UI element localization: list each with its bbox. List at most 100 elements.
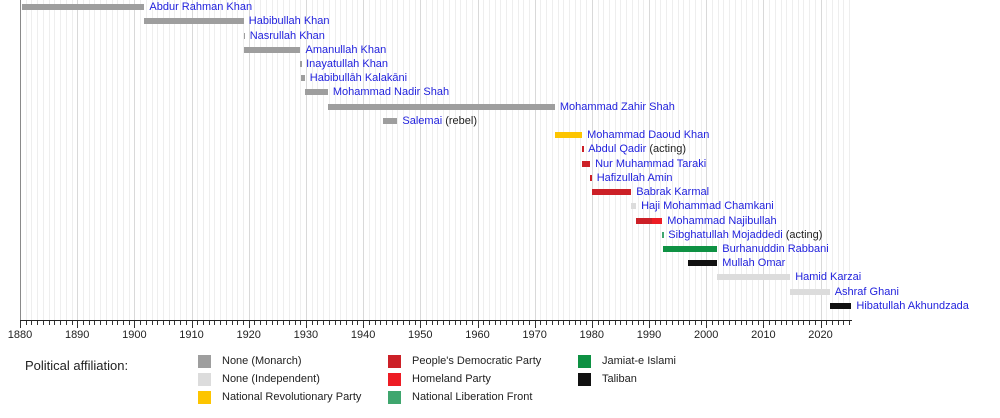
ruler-name[interactable]: Nur Muhammad Taraki xyxy=(595,157,707,170)
ruler-name[interactable]: Abdul Qadir xyxy=(588,143,647,156)
gridline-1971 xyxy=(540,0,542,320)
legend-label-national_liberation: National Liberation Front xyxy=(412,391,533,403)
ruler-label[interactable]: Habibullāh Kalakāni xyxy=(310,71,407,85)
x-axis-tick-1985 xyxy=(620,321,622,325)
x-axis-tick-1908 xyxy=(180,321,182,325)
gridline-1978 xyxy=(580,0,582,320)
ruler-label[interactable]: Mullah Omar xyxy=(722,256,785,270)
gridline-1904 xyxy=(157,0,159,320)
ruler-name[interactable]: Habibullah Khan xyxy=(248,15,330,28)
ruler-label[interactable]: Burhanuddin Rabbani xyxy=(722,242,828,256)
x-axis-tick-1924 xyxy=(271,321,273,325)
ruler-name[interactable]: Sibghatullah Mojaddedi xyxy=(668,228,783,241)
x-axis-tick-1971 xyxy=(540,321,542,325)
timeline-bar xyxy=(304,89,328,96)
x-axis-tick-1895 xyxy=(105,321,107,325)
legend-swatch-national_liberation xyxy=(388,390,401,404)
ruler-label[interactable]: Nur Muhammad Taraki xyxy=(595,157,706,171)
ruler-name[interactable]: Mullah Omar xyxy=(722,257,786,270)
ruler-name[interactable]: Amanullah Khan xyxy=(305,43,387,56)
ruler-name[interactable]: Abdur Rahman Khan xyxy=(149,1,253,13)
x-axis-tick-1891 xyxy=(82,321,84,325)
ruler-label[interactable]: Sibghatullah Mojaddedi (acting) xyxy=(668,228,822,242)
ruler-label[interactable]: Ashraf Ghani xyxy=(835,285,899,299)
x-axis-tick-2004 xyxy=(729,321,731,325)
gridline-1988 xyxy=(637,0,639,320)
x-axis-label-1980: 1980 xyxy=(579,329,605,341)
legend-item-homeland: Homeland Party xyxy=(388,372,491,386)
legend-label-homeland: Homeland Party xyxy=(412,373,491,385)
timeline-bar xyxy=(636,217,652,224)
gridline-1970 xyxy=(534,0,536,320)
ruler-name[interactable]: Habibullāh Kalakāni xyxy=(309,72,408,85)
ruler-name[interactable]: Babrak Karmal xyxy=(636,186,710,198)
ruler-label[interactable]: Haji Mohammad Chamkani xyxy=(641,199,774,213)
ruler-name[interactable]: Haji Mohammad Chamkani xyxy=(641,200,774,213)
ruler-name[interactable]: Hibatullah Akhundzada xyxy=(856,299,969,312)
gridline-1925 xyxy=(277,0,279,320)
x-axis-tick-1961 xyxy=(483,321,485,325)
ruler-label[interactable]: Mohammad Zahir Shah xyxy=(560,100,675,114)
x-axis-tick-1888 xyxy=(65,321,67,325)
x-axis-tick-1893 xyxy=(94,321,96,325)
x-axis-tick-2022 xyxy=(832,321,833,325)
ruler-label[interactable]: Babrak Karmal xyxy=(636,185,709,199)
ruler-name[interactable]: Hafizullah Amin xyxy=(596,171,673,184)
gridline-1995 xyxy=(677,0,679,320)
ruler-name[interactable]: Mohammad Daoud Khan xyxy=(587,129,710,142)
x-axis-tick-1947 xyxy=(403,321,405,325)
x-axis-tick-1900 xyxy=(134,321,136,328)
legend-swatch-taliban xyxy=(578,372,591,386)
x-axis-tick-1986 xyxy=(626,321,628,325)
ruler-label[interactable]: Abdul Qadir (acting) xyxy=(588,142,686,156)
ruler-name[interactable]: Hamid Karzai xyxy=(795,271,862,284)
x-axis-tick-2018 xyxy=(809,321,811,325)
ruler-label[interactable]: Hafizullah Amin xyxy=(597,171,673,185)
x-axis-tick-1973 xyxy=(551,321,553,325)
ruler-name[interactable]: Mohammad Zahir Shah xyxy=(559,100,675,113)
timeline-bar xyxy=(790,288,830,295)
gridline-1930 xyxy=(305,0,307,320)
ruler-name[interactable]: Inayatullah Khan xyxy=(306,57,389,70)
ruler-name[interactable]: Mohammad Nadir Shah xyxy=(332,86,450,99)
timeline-bar xyxy=(582,146,584,153)
legend-label-peoples_democratic: People's Democratic Party xyxy=(412,355,542,367)
ruler-label[interactable]: Abdur Rahman Khan xyxy=(149,0,252,14)
gridline-1990 xyxy=(649,0,650,320)
legend-label-taliban: Taliban xyxy=(602,373,637,385)
ruler-name[interactable]: Burhanuddin Rabbani xyxy=(722,242,829,255)
ruler-name[interactable]: Ashraf Ghani xyxy=(834,285,899,298)
x-axis-tick-2012 xyxy=(774,321,776,325)
ruler-label[interactable]: Hibatullah Akhundzada xyxy=(856,299,969,313)
ruler-name[interactable]: Nasrullah Khan xyxy=(249,29,325,42)
x-axis-tick-2005 xyxy=(734,321,736,325)
timeline-bar xyxy=(554,132,583,139)
x-axis-tick-1988 xyxy=(637,321,639,325)
ruler-label[interactable]: Amanullah Khan xyxy=(306,43,387,57)
gridline-1944 xyxy=(386,0,387,320)
gridline-1934 xyxy=(328,0,330,320)
x-axis-tick-1943 xyxy=(380,321,382,325)
x-axis-tick-1983 xyxy=(609,321,610,325)
x-axis-tick-1937 xyxy=(345,321,347,325)
ruler-name[interactable]: Salemai xyxy=(402,114,443,127)
x-axis-tick-1995 xyxy=(677,321,679,325)
legend-label-none_independent: None (Independent) xyxy=(222,373,320,385)
timeline-bar xyxy=(590,174,592,181)
ruler-label[interactable]: Mohammad Nadir Shah xyxy=(333,85,449,99)
gridline-1906 xyxy=(168,0,170,320)
ruler-label[interactable]: Mohammad Najibullah xyxy=(667,214,776,228)
x-axis-tick-2019 xyxy=(814,321,816,325)
x-axis-tick-1953 xyxy=(437,321,439,325)
ruler-label[interactable]: Inayatullah Khan xyxy=(306,57,388,71)
ruler-name[interactable]: Mohammad Najibullah xyxy=(667,214,777,227)
gridline-1929 xyxy=(300,0,302,320)
ruler-label[interactable]: Salemai (rebel) xyxy=(402,114,477,128)
ruler-suffix: (acting) xyxy=(646,143,687,156)
x-axis-tick-2020 xyxy=(820,321,822,328)
ruler-label[interactable]: Habibullah Khan xyxy=(249,14,330,28)
ruler-label[interactable]: Mohammad Daoud Khan xyxy=(587,128,709,142)
ruler-label[interactable]: Hamid Karzai xyxy=(795,270,861,284)
ruler-label[interactable]: Nasrullah Khan xyxy=(250,29,325,43)
